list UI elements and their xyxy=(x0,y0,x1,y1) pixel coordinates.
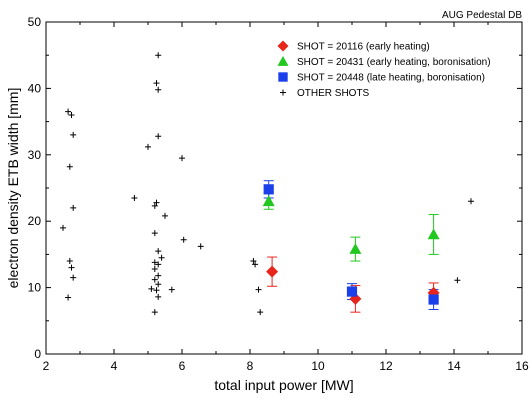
y-tick-label: 0 xyxy=(34,347,41,361)
data-point-square xyxy=(428,294,439,305)
data-point-plus xyxy=(60,224,66,231)
data-point-plus xyxy=(151,309,158,316)
data-point-plus xyxy=(155,261,162,268)
x-axis-label: total input power [MW] xyxy=(214,377,353,393)
data-point-plus xyxy=(151,276,158,283)
y-tick-label: 10 xyxy=(28,281,42,295)
data-point-plus xyxy=(155,52,162,59)
plot-frame xyxy=(45,21,523,355)
x-tick-label: 12 xyxy=(379,359,393,373)
legend-label: SHOT = 20448 (late heating, boronisation… xyxy=(297,73,485,84)
y-tick-label: 20 xyxy=(28,214,42,228)
x-tick-label: 10 xyxy=(311,359,325,373)
data-point-plus xyxy=(153,287,160,294)
x-tick-label: 6 xyxy=(179,359,186,373)
data-point-plus xyxy=(153,80,160,87)
x-tick-label: 4 xyxy=(111,359,118,373)
data-point-plus xyxy=(180,236,187,243)
legend-label: SHOT = 20116 (early heating) xyxy=(297,42,430,53)
data-point-plus xyxy=(155,133,162,140)
data-point-plus xyxy=(255,286,262,293)
legend-marker xyxy=(278,72,288,82)
data-point-plus xyxy=(153,199,160,206)
data-point-plus xyxy=(155,293,162,300)
data-point-triangle xyxy=(262,195,275,207)
y-tick-label: 40 xyxy=(28,81,42,95)
x-tick-label: 8 xyxy=(247,359,254,373)
x-tick-label: 16 xyxy=(515,359,529,373)
data-point-plus xyxy=(197,243,204,250)
data-point-plus xyxy=(151,266,158,273)
legend-marker xyxy=(280,89,286,96)
data-point-plus xyxy=(131,194,138,201)
x-tick-label: 14 xyxy=(447,359,461,373)
legend-marker xyxy=(277,40,289,52)
data-point-plus xyxy=(155,272,162,279)
data-point-plus xyxy=(70,204,77,211)
legend-marker xyxy=(277,56,289,66)
data-point-plus xyxy=(155,248,162,255)
data-point-plus xyxy=(145,143,151,150)
data-point-plus xyxy=(250,258,257,265)
data-point-square xyxy=(263,184,274,195)
axis-ticks: 2 4 6 8 10 12 14 16 0 10 20 30 40 50 xyxy=(28,15,529,373)
y-tick-label: 50 xyxy=(28,15,42,29)
data-point-plus xyxy=(155,86,162,93)
data-point-square xyxy=(346,286,358,297)
chart-annotation: AUG Pedestal DB xyxy=(442,10,522,21)
data-point-plus xyxy=(68,111,75,118)
data-point-plus xyxy=(66,163,73,170)
x-tick-label: 2 xyxy=(43,359,50,373)
data-point-diamond xyxy=(266,265,279,278)
legend-label: OTHER SHOTS xyxy=(297,88,370,99)
data-point-triangle xyxy=(349,243,362,254)
data-point-plus xyxy=(162,212,168,219)
data-point-plus xyxy=(468,198,474,205)
data-point-plus xyxy=(151,259,158,266)
data-points xyxy=(60,52,474,316)
data-point-plus xyxy=(66,258,73,265)
data-point-plus xyxy=(151,230,158,237)
data-point-plus xyxy=(257,309,264,316)
data-point-plus xyxy=(179,155,185,162)
data-point-plus xyxy=(70,274,77,281)
data-point-plus xyxy=(155,281,162,288)
data-point-plus xyxy=(158,254,165,261)
data-point-plus xyxy=(454,277,461,284)
data-point-plus xyxy=(252,261,259,268)
data-point-plus xyxy=(151,202,158,209)
data-point-plus xyxy=(68,264,75,271)
data-point-plus xyxy=(168,286,175,293)
y-axis-label: electron density ETB width [mm] xyxy=(5,88,21,289)
data-point-triangle xyxy=(427,228,440,240)
legend-label: SHOT = 20431 (early heating, boronisatio… xyxy=(297,57,491,68)
y-tick-label: 30 xyxy=(28,148,42,162)
data-point-plus xyxy=(70,131,77,138)
data-point-plus xyxy=(65,294,72,301)
legend: SHOT = 20116 (early heating) SHOT = 20431… xyxy=(277,40,491,99)
data-point-plus xyxy=(148,285,155,292)
data-point-plus xyxy=(65,108,72,115)
